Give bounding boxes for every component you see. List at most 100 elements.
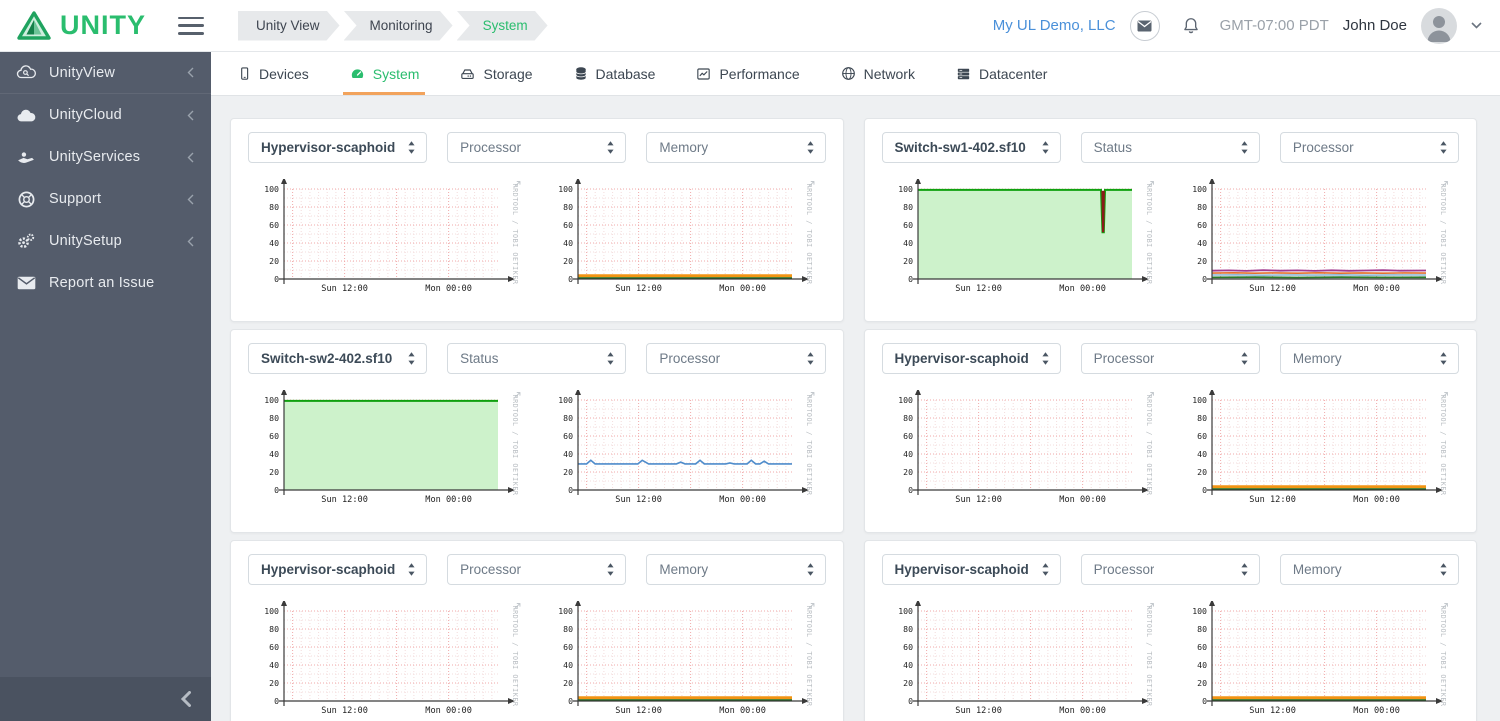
sidebar-item-report-an-issue[interactable]: Report an Issue bbox=[0, 262, 211, 304]
svg-text:Sun 12:00: Sun 12:00 bbox=[1249, 284, 1296, 294]
metric-select-2[interactable]: Processor bbox=[646, 343, 826, 374]
metric-select-1[interactable]: Processor bbox=[447, 554, 627, 585]
expand-chart-icon[interactable]: ↗ bbox=[511, 388, 522, 402]
metric-select-2[interactable]: Processor bbox=[1279, 132, 1460, 163]
metric-select-1[interactable]: Processor bbox=[447, 132, 627, 163]
tab-storage[interactable]: Storage bbox=[459, 52, 533, 95]
metric-select-2[interactable]: Memory bbox=[646, 132, 826, 163]
expand-chart-icon[interactable]: ↗ bbox=[805, 177, 816, 191]
timezone-label: GMT-07:00 PDT bbox=[1219, 17, 1329, 34]
device-select[interactable]: Hypervisor-scaphoid bbox=[881, 343, 1061, 374]
monitor-card: Switch-sw2-402.sf10 Status Processor 0 20… bbox=[230, 329, 844, 533]
device-select[interactable]: Switch-sw1-402.sf10 bbox=[881, 132, 1061, 163]
tab-database[interactable]: Database bbox=[573, 52, 655, 95]
svg-text:20: 20 bbox=[563, 467, 573, 477]
metric-select-1[interactable]: Processor bbox=[1080, 554, 1260, 585]
tab-devices[interactable]: Devices bbox=[237, 52, 309, 95]
metric-select-1[interactable]: Processor bbox=[1080, 343, 1260, 374]
hand-share-icon bbox=[15, 149, 37, 166]
expand-chart-icon[interactable]: ↗ bbox=[805, 388, 816, 402]
metric-select-2[interactable]: Memory bbox=[1279, 554, 1460, 585]
metric-select-2[interactable]: Memory bbox=[646, 554, 826, 585]
expand-chart-icon[interactable]: ↗ bbox=[1439, 599, 1450, 613]
svg-text:Sun 12:00: Sun 12:00 bbox=[615, 284, 662, 294]
svg-text:RRDTOOL / TOBI OETIKER: RRDTOOL / TOBI OETIKER bbox=[805, 605, 813, 706]
svg-text:Sun 12:00: Sun 12:00 bbox=[615, 706, 662, 716]
svg-text:0: 0 bbox=[274, 274, 279, 284]
chevron-left-icon bbox=[187, 152, 197, 163]
svg-text:60: 60 bbox=[1197, 431, 1207, 441]
tab-network[interactable]: Network bbox=[840, 52, 915, 95]
sidebar: UnityView UnityCloud UnityServices Suppo… bbox=[0, 52, 211, 721]
expand-chart-icon[interactable]: ↗ bbox=[1145, 177, 1156, 191]
svg-text:40: 40 bbox=[1197, 238, 1207, 248]
breadcrumb-item[interactable]: System bbox=[457, 11, 548, 41]
sidebar-item-unitycloud[interactable]: UnityCloud bbox=[0, 94, 211, 136]
avatar[interactable] bbox=[1421, 7, 1457, 44]
svg-text:Mon 00:00: Mon 00:00 bbox=[1353, 284, 1400, 294]
notifications-bell-icon[interactable] bbox=[1182, 16, 1200, 35]
metric-select-1[interactable]: Status bbox=[1080, 132, 1260, 163]
svg-text:Sun 12:00: Sun 12:00 bbox=[321, 284, 368, 294]
chevron-left-icon bbox=[187, 67, 197, 78]
sidebar-item-unityview[interactable]: UnityView bbox=[0, 52, 211, 94]
unity-logo[interactable]: UNITY bbox=[0, 10, 170, 41]
svg-text:20: 20 bbox=[1197, 467, 1207, 477]
tab-performance[interactable]: Performance bbox=[695, 52, 800, 95]
expand-chart-icon[interactable]: ↗ bbox=[511, 177, 522, 191]
tab-system[interactable]: System bbox=[342, 52, 426, 95]
svg-text:Mon 00:00: Mon 00:00 bbox=[719, 706, 766, 716]
metric-select-1[interactable]: Status bbox=[447, 343, 627, 374]
expand-chart-icon[interactable]: ↗ bbox=[805, 599, 816, 613]
expand-chart-icon[interactable]: ↗ bbox=[1439, 177, 1450, 191]
chevron-down-icon[interactable] bbox=[1471, 22, 1482, 29]
svg-text:RRDTOOL / TOBI OETIKER: RRDTOOL / TOBI OETIKER bbox=[1145, 394, 1153, 495]
rrd-graph: 0 20 40 60 80 100 Sun 12:00 Mon 00:00 RRDTOOL / … bbox=[542, 388, 818, 517]
select-stepper-icon bbox=[408, 563, 415, 576]
dashboard-icon bbox=[349, 66, 366, 82]
select-stepper-icon bbox=[607, 563, 614, 576]
account-link[interactable]: My UL Demo, LLC bbox=[992, 17, 1116, 34]
breadcrumb-item[interactable]: Monitoring bbox=[344, 11, 453, 41]
chevron-left-icon bbox=[181, 691, 191, 707]
svg-text:Mon 00:00: Mon 00:00 bbox=[1059, 706, 1106, 716]
svg-text:Mon 00:00: Mon 00:00 bbox=[1059, 495, 1106, 505]
select-stepper-icon bbox=[806, 352, 814, 365]
breadcrumb-item[interactable]: Unity View bbox=[238, 11, 340, 41]
svg-text:Sun 12:00: Sun 12:00 bbox=[321, 706, 368, 716]
device-select[interactable]: Hypervisor-scaphoid bbox=[248, 132, 428, 163]
rrd-graph: 0 20 40 60 80 100 Sun 12:00 Mon 00:00 RRDTOOL / … bbox=[1176, 177, 1452, 306]
device-select[interactable]: Hypervisor-scaphoid bbox=[881, 554, 1061, 585]
svg-text:60: 60 bbox=[563, 431, 573, 441]
monitor-card: Hypervisor-scaphoid Processor Memory 0 20… bbox=[863, 329, 1477, 533]
device-select[interactable]: Switch-sw2-402.sf10 bbox=[248, 343, 428, 374]
svg-text:Mon 00:00: Mon 00:00 bbox=[425, 706, 472, 716]
expand-chart-icon[interactable]: ↗ bbox=[511, 599, 522, 613]
expand-chart-icon[interactable]: ↗ bbox=[1439, 388, 1450, 402]
expand-chart-icon[interactable]: ↗ bbox=[1145, 599, 1156, 613]
svg-text:Mon 00:00: Mon 00:00 bbox=[425, 495, 472, 505]
tab-datacenter[interactable]: Datacenter bbox=[955, 52, 1047, 95]
sidebar-item-support[interactable]: Support bbox=[0, 178, 211, 220]
svg-text:80: 80 bbox=[1197, 202, 1207, 212]
rrd-graph: 0 20 40 60 80 100 Sun 12:00 Mon 00:00 RRDTOOL / … bbox=[1176, 388, 1452, 517]
metric-select-2[interactable]: Memory bbox=[1279, 343, 1460, 374]
sidebar-item-unityservices[interactable]: UnityServices bbox=[0, 136, 211, 178]
sidebar-collapse-button[interactable] bbox=[0, 677, 211, 721]
menu-toggle-button[interactable] bbox=[178, 15, 204, 37]
user-silhouette-icon bbox=[1427, 15, 1451, 42]
svg-text:0: 0 bbox=[568, 485, 573, 495]
svg-text:RRDTOOL / TOBI OETIKER: RRDTOOL / TOBI OETIKER bbox=[805, 183, 813, 284]
svg-text:80: 80 bbox=[903, 624, 913, 634]
sidebar-item-unitysetup[interactable]: UnitySetup bbox=[0, 220, 211, 262]
device-select[interactable]: Hypervisor-scaphoid bbox=[248, 554, 428, 585]
rrd-graph: 0 20 40 60 80 100 Sun 12:00 Mon 00:00 RRDTOOL / … bbox=[248, 388, 524, 517]
svg-text:100: 100 bbox=[1192, 606, 1207, 616]
message-button[interactable] bbox=[1129, 10, 1160, 41]
app-header: UNITY Unity View Monitoring System My UL D… bbox=[0, 0, 1500, 52]
select-stepper-icon bbox=[1042, 563, 1049, 576]
svg-text:20: 20 bbox=[269, 256, 279, 266]
svg-text:Sun 12:00: Sun 12:00 bbox=[321, 495, 368, 505]
expand-chart-icon[interactable]: ↗ bbox=[1145, 388, 1156, 402]
